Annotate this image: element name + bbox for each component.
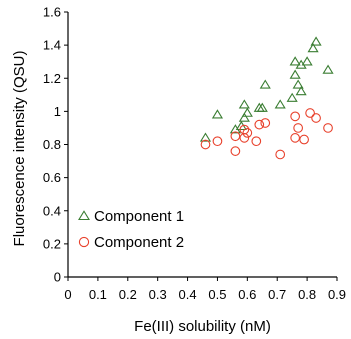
component-1-point <box>286 92 298 102</box>
x-tick-label: 0.7 <box>268 287 286 302</box>
component-2-point <box>212 136 223 147</box>
ticks: 0 0.1 0.2 0.3 0.4 0.5 0.6 0.7 0.8 0.9 0 0.2 0.4 0.6 0.… <box>43 5 346 303</box>
component-1-point <box>292 79 304 89</box>
legend-item-component-2: Component 2 <box>78 234 184 251</box>
component-2-point <box>254 119 265 130</box>
component-2-point <box>290 111 301 122</box>
y-tick-label: 0.6 <box>43 170 61 185</box>
component-2-point <box>323 123 333 133</box>
x-tick-label: 0.6 <box>238 287 256 302</box>
y-tick-label: 0.4 <box>43 203 61 218</box>
legend-marker-triangle <box>78 210 90 221</box>
component-2-point <box>239 133 250 143</box>
y-tick-label: 1.6 <box>43 5 61 20</box>
component-1-point <box>322 64 334 74</box>
component-1-point <box>238 112 250 122</box>
component-2-point <box>242 128 253 138</box>
x-tick-label: 0.8 <box>298 287 316 302</box>
component-1-point <box>211 109 224 119</box>
x-tick-label: 0.4 <box>179 287 197 302</box>
y-tick-label: 1 <box>54 104 61 119</box>
component-2-point <box>239 124 250 135</box>
x-tick-label: 0.2 <box>119 287 137 302</box>
x-axis-title: Fe(III) solubility (nM) <box>134 318 271 335</box>
x-tick-label: 0.5 <box>208 287 226 302</box>
component-2-point <box>305 108 315 118</box>
component-1-point <box>310 36 322 46</box>
y-tick-label: 0.2 <box>43 236 61 251</box>
component-1-point <box>238 99 250 109</box>
legend-item-component-1: Component 1 <box>78 208 184 225</box>
component-1-point <box>289 56 301 66</box>
y-axis-title: Fluorescence intensity (QSU) <box>11 51 28 247</box>
component-1-point <box>301 56 313 66</box>
y-tick-label: 1.2 <box>43 71 61 86</box>
x-tick-label: 0.9 <box>328 287 346 302</box>
component-2-point <box>311 113 321 123</box>
component-1-point <box>289 69 301 79</box>
x-tick-label: 0 <box>64 287 71 302</box>
component-2-point <box>260 118 271 128</box>
component-1-point <box>199 132 212 142</box>
component-2-point <box>230 131 241 142</box>
component-1-point <box>295 86 307 96</box>
legend-marker-circle <box>78 236 90 248</box>
component-2-point <box>299 134 309 145</box>
component-1-point <box>259 79 271 89</box>
component-2-point <box>293 123 303 133</box>
y-tick-label: 0.8 <box>43 137 61 152</box>
legend-label: Component 1 <box>94 208 184 225</box>
component-2-point <box>290 133 301 143</box>
y-tick-label: 1.4 <box>43 38 61 53</box>
data-points <box>199 36 334 160</box>
y-tick-label: 0 <box>54 270 61 285</box>
component-2-point <box>275 149 286 160</box>
component-1-point <box>274 99 286 109</box>
component-1-point <box>307 43 319 53</box>
component-2-point <box>230 146 241 156</box>
legend-label: Component 2 <box>94 234 184 251</box>
x-tick-label: 0.1 <box>89 287 107 302</box>
component-2-point <box>251 136 262 147</box>
component-2-point <box>200 139 211 150</box>
x-tick-label: 0.3 <box>149 287 167 302</box>
component-1-point <box>241 107 253 117</box>
legend: Component 1 Component 2 <box>78 208 184 251</box>
component-1-point <box>256 102 268 112</box>
